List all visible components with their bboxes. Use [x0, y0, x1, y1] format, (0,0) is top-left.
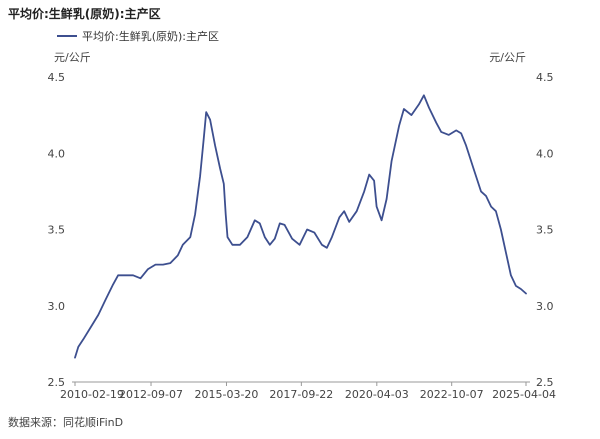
y-tick-label-left: 4.0 [48, 147, 66, 160]
source-note: 数据来源：同花顺iFinD [8, 416, 124, 429]
y-tick-label-left: 4.5 [48, 71, 66, 84]
y-ticks-right: 2.5 3.0 3.5 4.0 4.5 [536, 71, 554, 389]
x-tick-label: 2022-10-07 [420, 388, 484, 401]
y-axis-unit-left: 元/公斤 [54, 51, 91, 64]
legend-swatch [57, 35, 77, 37]
series-line [74, 94, 527, 359]
legend[interactable]: 平均价:生鲜乳(原奶):主产区 [57, 28, 219, 44]
y-tick-label-right: 3.0 [536, 300, 554, 313]
y-tick-label-left: 3.0 [48, 300, 66, 313]
y-tick-label-right: 4.0 [536, 147, 554, 160]
y-tick-label-left: 2.5 [48, 376, 66, 389]
x-tick-label: 2012-09-07 [119, 388, 183, 401]
x-tick-label: 2017-09-22 [269, 388, 333, 401]
y-tick-label-right: 2.5 [536, 376, 554, 389]
y-tick-label-right: 4.5 [536, 71, 554, 84]
x-tick-label: 2025-04-04 [492, 388, 556, 401]
y-ticks-left: 2.5 3.0 3.5 4.0 4.5 [48, 71, 66, 389]
y-tick-label-right: 3.5 [536, 224, 554, 237]
x-tick-label: 2020-04-03 [345, 388, 409, 401]
x-tick-label: 2010-02-19 [60, 388, 124, 401]
x-tick-label: 2015-03-20 [195, 388, 259, 401]
chart-title: 平均价:生鲜乳(原奶):主产区 [8, 7, 161, 21]
y-axis-unit-right: 元/公斤 [489, 51, 526, 64]
legend-label: 平均价:生鲜乳(原奶):主产区 [82, 30, 219, 43]
y-tick-label-left: 3.5 [48, 224, 66, 237]
